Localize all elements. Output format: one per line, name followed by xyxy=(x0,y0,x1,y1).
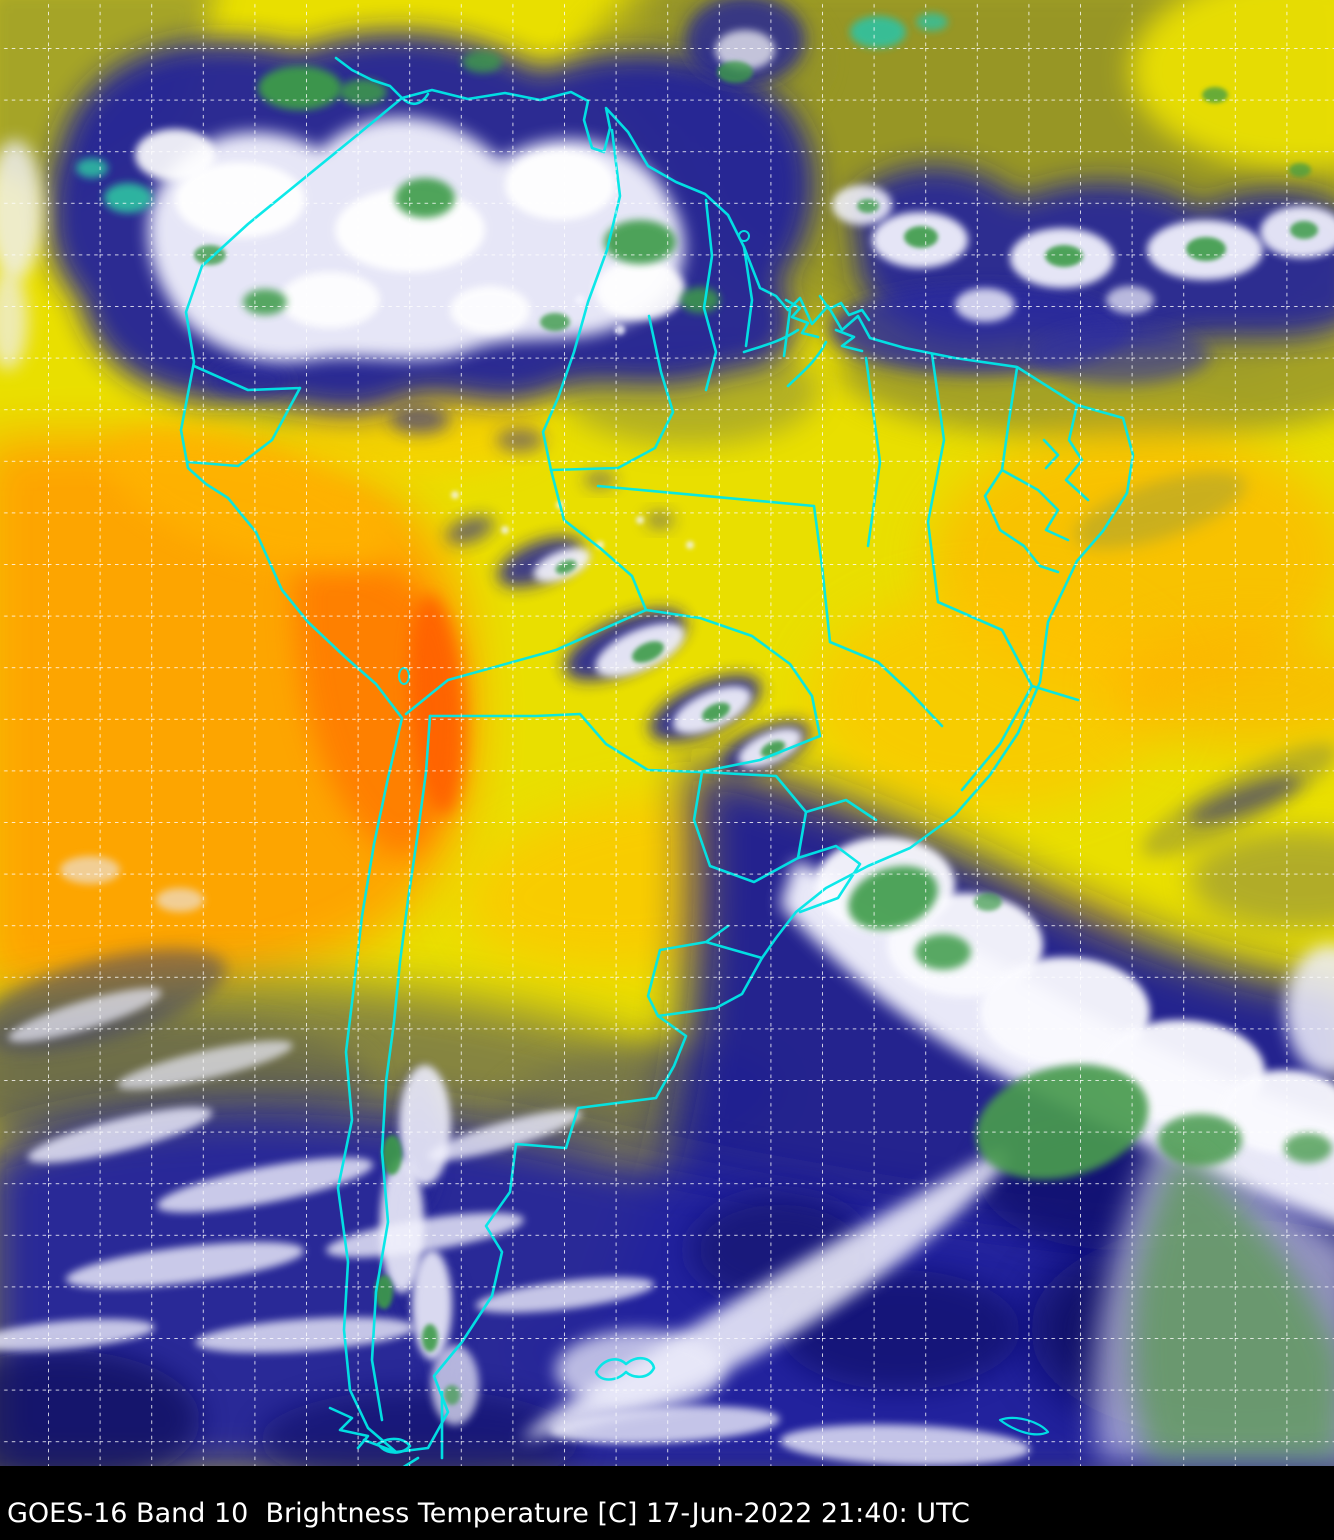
satellite-image xyxy=(0,0,1334,1466)
graticule-overlay xyxy=(0,0,1334,1466)
caption-bar: GOES-16 Band 10 Brightness Temperature [… xyxy=(0,1466,1334,1540)
caption-text: GOES-16 Band 10 Brightness Temperature [… xyxy=(7,1498,970,1529)
satellite-map xyxy=(0,0,1334,1466)
